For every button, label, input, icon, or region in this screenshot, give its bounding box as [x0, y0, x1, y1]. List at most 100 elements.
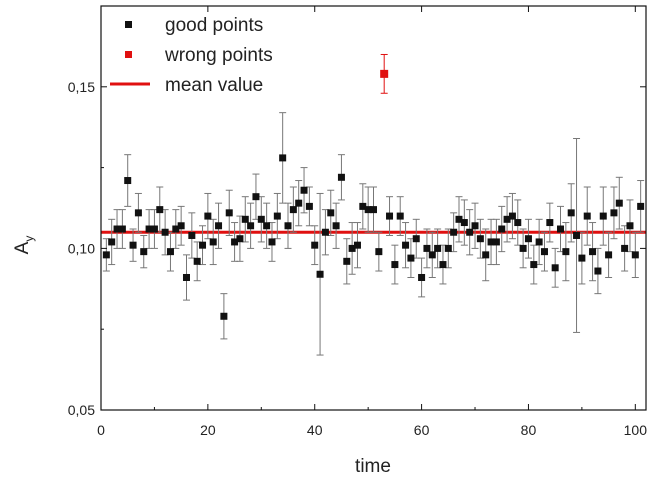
good-point: [188, 231, 196, 239]
good-point: [273, 212, 281, 220]
good-point: [450, 228, 458, 236]
good-point: [129, 241, 137, 249]
good-point: [204, 212, 212, 220]
x-tick-label: 20: [200, 422, 216, 438]
legend: good points wrong points mean value: [110, 15, 273, 96]
good-point: [108, 238, 116, 246]
good-point: [263, 222, 271, 230]
good-point: [316, 270, 324, 278]
good-point: [428, 251, 436, 259]
good-point: [455, 215, 463, 223]
good-point: [300, 186, 308, 194]
legend-label: good points: [165, 15, 263, 36]
plot-frame: [100, 5, 647, 411]
good-point: [343, 257, 351, 265]
good-point: [289, 206, 297, 214]
good-point: [337, 173, 345, 181]
good-point: [605, 251, 613, 259]
good-point: [284, 222, 292, 230]
good-point: [557, 225, 565, 233]
good-point: [156, 206, 164, 214]
good-point: [295, 199, 303, 207]
good-point: [594, 267, 602, 275]
good-point: [402, 241, 410, 249]
x-tick-label: 80: [521, 422, 537, 438]
good-point: [102, 251, 110, 259]
x-tick-label: 100: [624, 422, 648, 438]
good-point: [124, 177, 132, 185]
good-point: [637, 202, 645, 210]
legend-marker: [125, 51, 132, 58]
y-tick-label: 0,15: [68, 79, 95, 95]
good-point: [182, 273, 190, 281]
good-point: [311, 241, 319, 249]
good-point: [215, 222, 223, 230]
y-axis-label: Ay: [12, 236, 36, 255]
good-point: [514, 219, 522, 227]
good-point: [407, 254, 415, 262]
y-axis-label-subscript: y: [22, 236, 36, 242]
good-point: [241, 215, 249, 223]
good-point: [199, 241, 207, 249]
good-point: [257, 215, 265, 223]
good-point: [573, 231, 581, 239]
y-axis-label-main: A: [12, 241, 33, 254]
good-point: [118, 225, 126, 233]
good-point: [113, 225, 121, 233]
good-point: [348, 244, 356, 252]
good-point: [535, 238, 543, 246]
good-point: [375, 248, 383, 256]
x-axis-label: time: [355, 456, 391, 477]
good-point: [508, 212, 516, 220]
good-point: [236, 235, 244, 243]
good-point: [359, 202, 367, 210]
good-point: [305, 202, 313, 210]
good-point: [626, 222, 634, 230]
good-point: [492, 238, 500, 246]
good-point: [599, 212, 607, 220]
good-point: [172, 225, 180, 233]
good-point: [551, 264, 559, 272]
good-point: [145, 225, 153, 233]
x-tick-label: 0: [97, 422, 105, 438]
axes: 0 20 40 60 80 100 0,05 0,10 0,15: [68, 5, 648, 438]
good-point: [546, 219, 554, 227]
good-point: [225, 209, 233, 217]
good-point: [610, 209, 618, 217]
y-tick-label: 0,10: [68, 240, 95, 256]
legend-item: mean value: [110, 75, 263, 96]
good-point: [364, 206, 372, 214]
good-point: [578, 254, 586, 262]
good-point: [621, 244, 629, 252]
good-point: [193, 257, 201, 265]
y-tick-label: 0,05: [68, 402, 95, 418]
good-point: [231, 238, 239, 246]
good-point: [332, 222, 340, 230]
good-point: [562, 248, 570, 256]
good-point: [476, 235, 484, 243]
good-point: [471, 222, 479, 230]
good-point: [583, 212, 591, 220]
x-tick-label: 40: [307, 422, 323, 438]
good-point: [247, 222, 255, 230]
good-point: [519, 244, 527, 252]
good-point: [161, 228, 169, 236]
legend-item: good points: [125, 15, 263, 36]
good-point: [615, 199, 623, 207]
good-point: [386, 212, 394, 220]
data-point-layer: [102, 69, 645, 320]
good-point: [444, 244, 452, 252]
good-point: [482, 251, 490, 259]
good-point: [327, 209, 335, 217]
good-point: [460, 219, 468, 227]
good-point: [503, 215, 511, 223]
good-point: [524, 235, 532, 243]
wrong-point: [380, 69, 389, 78]
legend-label: mean value: [165, 75, 263, 96]
good-point: [353, 241, 361, 249]
good-point: [134, 209, 142, 217]
good-point: [321, 228, 329, 236]
good-point: [220, 312, 228, 320]
legend-marker: [125, 21, 132, 28]
